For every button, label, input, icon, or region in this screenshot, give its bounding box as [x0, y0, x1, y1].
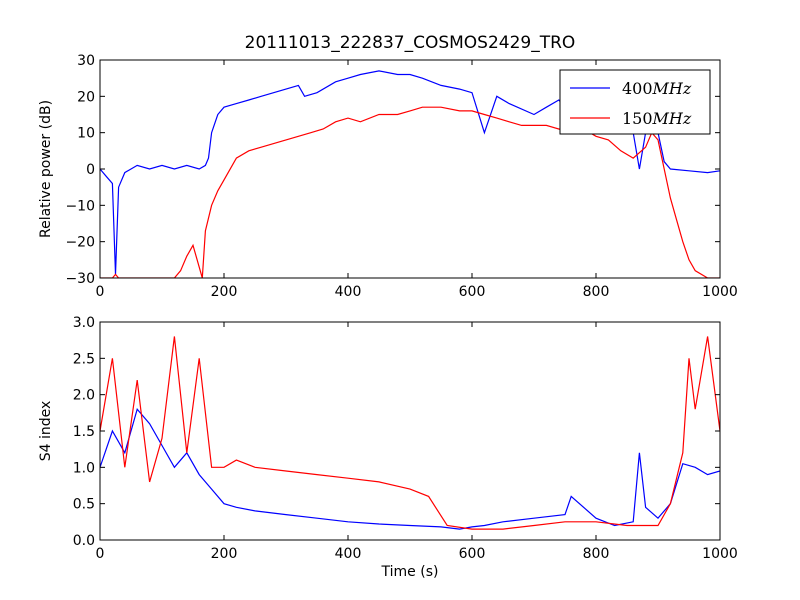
y-tick-label: −30 — [65, 271, 95, 287]
power-subplot: 0 200 400 600 800 1000 −30 −20 −10 0 10 20 30 Relativ… — [38, 53, 738, 300]
y-tick-label: 30 — [77, 53, 95, 69]
x-axis-label: Time (s) — [381, 564, 439, 580]
y-tick-label: 2.5 — [73, 351, 95, 367]
x-tick-label: 600 — [459, 284, 486, 300]
x-tick-label: 0 — [96, 284, 105, 300]
series-line-s4-150MHz — [100, 336, 720, 530]
y-tick-label: 20 — [77, 89, 95, 105]
figure-title: 20111013_222837_COSMOS2429_TRO — [245, 33, 576, 53]
x-tick-label: 0 — [96, 546, 105, 562]
y-tick-label: 0.5 — [73, 497, 95, 513]
legend: 400MHz 150MHz — [559, 69, 711, 135]
x-tick-label: 200 — [211, 546, 238, 562]
y-tick-label: 1.0 — [73, 460, 95, 476]
legend-label: 150MHz — [622, 109, 692, 128]
x-tick-label: 1000 — [702, 546, 738, 562]
y-tick-label: 3.0 — [73, 315, 95, 331]
y-tick-label: 2.0 — [73, 388, 95, 404]
series-line-power-150MHz — [100, 106, 720, 278]
y-tick-label: 0.0 — [73, 533, 95, 549]
legend-label: 400MHz — [622, 79, 692, 98]
x-tick-label: 400 — [335, 546, 362, 562]
x-tick-label: 200 — [211, 284, 238, 300]
y-tick-label: 10 — [77, 126, 95, 142]
y-tick-label: −20 — [65, 235, 95, 251]
y-tick-label: 1.5 — [73, 424, 95, 440]
x-tick-label: 400 — [335, 284, 362, 300]
y-axis-label: S4 index — [38, 401, 54, 462]
series-line-s4-400MHz — [100, 407, 720, 530]
y-tick-label: −10 — [65, 198, 95, 214]
x-tick-label: 600 — [459, 546, 486, 562]
y-axis-label: Relative power (dB) — [38, 100, 54, 238]
y-tick-label: 0 — [86, 162, 95, 178]
x-tick-label: 1000 — [702, 284, 738, 300]
x-tick-label: 800 — [583, 546, 610, 562]
x-tick-label: 800 — [583, 284, 610, 300]
s4-subplot: 0 200 400 600 800 1000 0.0 0.5 1.0 1.5 2.0 2.5 3.0 S4… — [38, 315, 738, 580]
